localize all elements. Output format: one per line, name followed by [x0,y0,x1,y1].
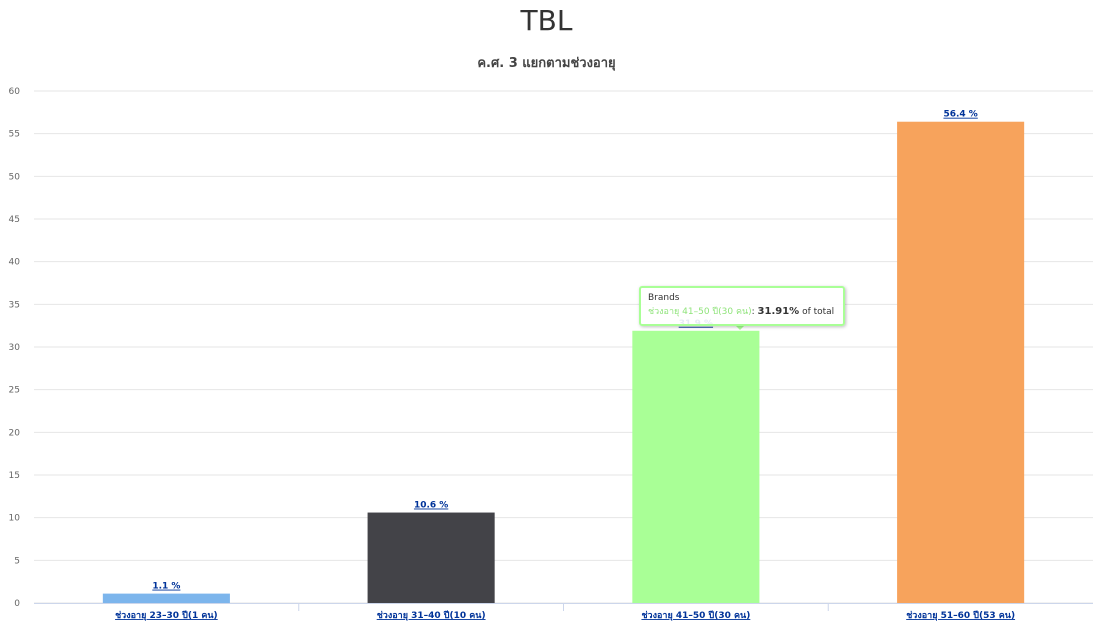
tooltip-pointer [734,324,746,330]
bar [632,330,760,603]
chart-tooltip: Brands ช่วงอายุ 41–50 ปี(30 คน): 31.91% … [639,286,845,326]
y-tick-label: 25 [9,386,20,396]
x-tick-label: ช่วงอายุ 31–40 ปี(10 คน) [377,610,486,621]
tooltip-value: 31.91% [757,306,800,317]
x-tick-label: ช่วงอายุ 23–30 ปี(1 คน) [115,610,218,621]
y-tick-label: 50 [9,172,21,182]
chart-title: TBL [520,4,573,37]
data-label: 1.1 % [152,582,180,592]
bar [897,121,1025,603]
bar [102,593,230,603]
y-tick-label: 0 [14,599,20,609]
data-label: 56.4 % [943,110,977,120]
y-tick-label: 15 [9,471,20,481]
y-tick-label: 45 [9,215,20,225]
x-tick-label: ช่วงอายุ 41–50 ปี(30 คน) [641,610,750,621]
y-tick-label: 40 [9,258,21,268]
tooltip-suffix: of total [799,307,835,317]
tooltip-series-name: Brands [648,293,680,303]
bar [367,512,495,603]
y-tick-label: 55 [9,130,20,140]
y-tick-label: 35 [9,300,20,310]
tooltip-separator: : [751,307,758,317]
y-tick-label: 60 [9,87,21,97]
y-tick-label: 5 [14,556,20,566]
y-tick-label: 30 [9,343,21,353]
data-label: 10.6 % [414,501,448,511]
chart-subtitle: ค.ศ. 3 แยกตามช่วงอายุ [477,56,616,71]
y-tick-label: 10 [9,514,21,524]
tooltip-point-name: ช่วงอายุ 41–50 ปี(30 คน) [648,307,752,317]
x-tick-label: ช่วงอายุ 51–60 ปี(53 คน) [906,610,1015,621]
tooltip-point-line: ช่วงอายุ 41–50 ปี(30 คน): 31.91% of tota… [648,305,836,319]
y-tick-label: 20 [9,428,21,438]
